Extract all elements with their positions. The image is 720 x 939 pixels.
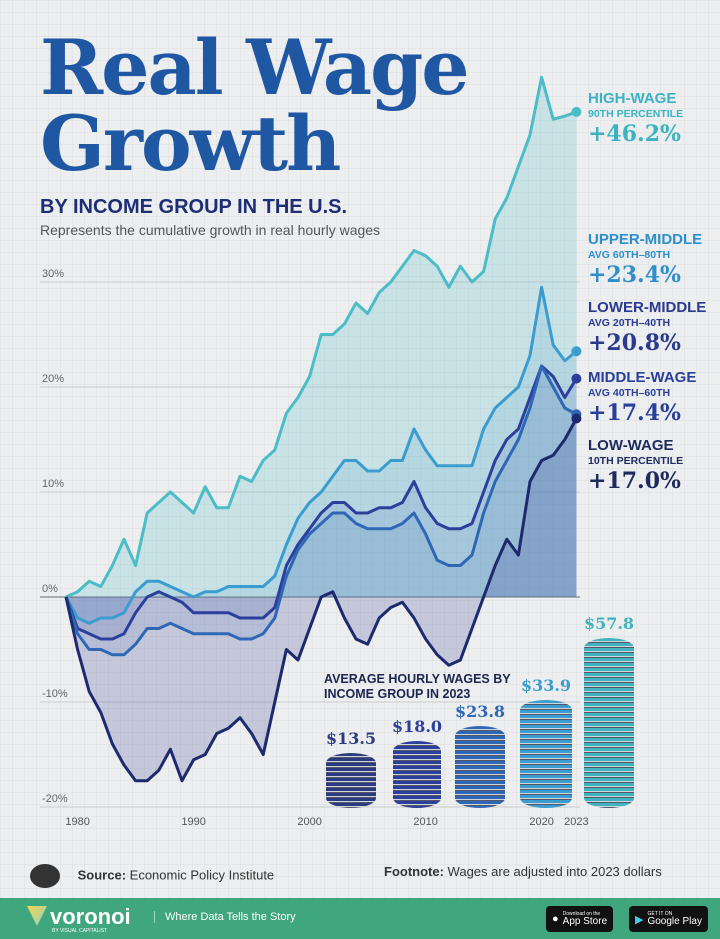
app-store-text: Download on the App Store — [562, 910, 608, 927]
series-detail: AVG 40TH–60TH — [588, 386, 671, 399]
y-tick-label: -10% — [42, 688, 68, 700]
coin-value-label: $18.0 — [391, 717, 443, 737]
app-store-button[interactable]: ● Download on the App Store — [546, 906, 614, 932]
series-value: +46.2% — [588, 120, 681, 147]
series-detail: 10TH PERCENTILE — [588, 454, 684, 467]
google-play-button[interactable]: ▶ GET IT ON Google Play — [629, 906, 708, 932]
series-end-dot — [571, 373, 582, 384]
series-name: UPPER-MIDDLE — [588, 231, 703, 248]
footnote-label: Footnote: — [384, 864, 444, 879]
source-text: Economic Policy Institute — [129, 867, 275, 883]
x-tick-label: 1980 — [65, 816, 89, 828]
series-end-dot — [571, 346, 582, 357]
y-tick-label: 30% — [42, 268, 64, 280]
description: Represents the cumulative growth in real… — [40, 222, 381, 238]
x-tick-label: 2010 — [413, 816, 437, 828]
subtitle: BY INCOME GROUP IN THE U.S. — [40, 196, 348, 218]
series-area-upper-middle — [66, 287, 577, 624]
voronoi-logo-icon — [27, 906, 47, 926]
series-line-middle-wage — [64, 364, 578, 657]
y-tick-label: 20% — [42, 373, 64, 385]
series-area-middle-wage — [66, 366, 577, 655]
coin-value-label: $57.8 — [583, 613, 635, 633]
brand-sub: BY VISUAL CAPITALIST — [52, 928, 108, 934]
x-tick-label: 2000 — [297, 816, 321, 828]
coin-stack — [326, 752, 376, 808]
play-icon: ▶ — [635, 913, 644, 926]
coin-stack — [455, 726, 505, 808]
page-title: Real Wage Growth — [40, 23, 470, 188]
label-upper-middle: UPPER-MIDDLE AVG 60TH–80TH +23.4% — [588, 232, 702, 287]
coin-value-label: $13.5 — [325, 728, 377, 748]
footnote-text: Wages are adjusted into 2023 dollars — [447, 864, 662, 879]
google-play-sublabel: GET IT ON — [647, 910, 673, 917]
label-middle-wage: MIDDLE-WAGE AVG 40TH–60TH +17.4% — [588, 370, 696, 425]
coin-stack — [393, 741, 441, 808]
series-name: LOWER-MIDDLE — [588, 299, 707, 316]
series-value: +17.0% — [588, 467, 681, 494]
series-area-low-wage — [66, 418, 577, 781]
tagline: Where Data Tells the Story — [154, 911, 296, 923]
coins-title: AVERAGE HOURLY WAGES BY INCOME GROUP IN … — [324, 672, 511, 701]
series-line-high-wage — [65, 75, 577, 599]
series-value: +17.4% — [588, 399, 681, 426]
y-tick-label: 10% — [42, 478, 64, 490]
series-detail: AVG 20TH–40TH — [588, 316, 671, 329]
apple-icon: ● — [552, 913, 559, 925]
coin-value-label: $23.8 — [454, 702, 506, 722]
series-value: +23.4% — [588, 261, 681, 288]
label-high-wage: HIGH-WAGE 90TH PERCENTILE +46.2% — [588, 91, 683, 146]
source-label: Source: — [77, 867, 127, 883]
line-chart: 30% 20% 10% 0% -10% -20% 1980 1990 2000 2010 2020 2… — [40, 75, 589, 828]
y-tick-label: 0% — [42, 583, 58, 595]
series-end-dot — [571, 413, 582, 424]
footer-bar: voronoi BY VISUAL CAPITALIST Where Data … — [0, 898, 720, 939]
series-line-upper-middle — [64, 285, 578, 625]
coin-stack — [584, 637, 634, 808]
x-tick-label: 2023 — [564, 816, 588, 828]
series-name: MIDDLE-WAGE — [588, 369, 697, 386]
series-end-dot — [571, 106, 582, 117]
coin-stack — [520, 699, 572, 808]
x-tick-label: 1990 — [181, 816, 205, 828]
app-store-sublabel: Download on the — [562, 910, 601, 917]
google-play-text: GET IT ON Google Play — [647, 910, 702, 927]
label-low-wage: LOW-WAGE 10TH PERCENTILE +17.0% — [588, 438, 683, 493]
series-line-lower-middle — [64, 364, 578, 641]
series-detail: AVG 60TH–80TH — [588, 248, 671, 261]
source: Source: Economic Policy Institute — [30, 864, 274, 888]
series-name: LOW-WAGE — [588, 437, 674, 454]
footnote: Footnote: Wages are adjusted into 2023 d… — [384, 864, 662, 879]
binoculars-icon — [30, 864, 60, 888]
series-value: +20.8% — [588, 329, 681, 356]
series-name: HIGH-WAGE — [588, 90, 677, 107]
google-play-label: Google Play — [647, 915, 702, 927]
series-detail: 90TH PERCENTILE — [588, 107, 684, 120]
app-store-label: App Store — [562, 915, 608, 927]
series-area-lower-middle — [66, 366, 577, 639]
y-tick-label: -20% — [42, 793, 68, 805]
coin-value-label: $33.9 — [520, 675, 572, 695]
x-tick-label: 2020 — [529, 816, 553, 828]
series-line-low-wage — [64, 417, 578, 783]
brand: voronoi — [50, 904, 131, 929]
label-lower-middle: LOWER-MIDDLE AVG 20TH–40TH +20.8% — [588, 300, 706, 355]
